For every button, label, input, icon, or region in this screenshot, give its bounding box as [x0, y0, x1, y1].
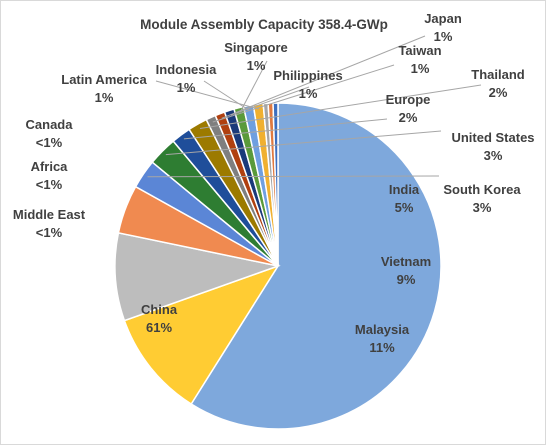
- data-label-name: Japan: [424, 11, 462, 26]
- data-label: Vietnam 9%: [381, 254, 431, 287]
- data-label-name: Taiwan: [398, 43, 441, 58]
- pie-slice-vietnam: [114, 231, 281, 322]
- data-label-name: Malaysia: [355, 322, 410, 337]
- data-label-percent: 9%: [397, 272, 416, 287]
- data-label-percent: 1%: [247, 58, 266, 73]
- data-label-name: India: [389, 182, 420, 197]
- data-label: Japan 1%: [424, 11, 462, 44]
- data-label-percent: 1%: [434, 29, 453, 44]
- data-label-percent: 1%: [411, 61, 430, 76]
- data-label: Taiwan 1%: [398, 43, 441, 76]
- data-label-name: South Korea: [443, 182, 521, 197]
- data-labels: China 61% Malaysia 11% Vietnam 9% India 5% South…: [13, 11, 535, 355]
- chart-title: Module Assembly Capacity 358.4-GWp: [140, 17, 388, 32]
- data-label: Canada <1%: [26, 117, 74, 150]
- data-label: Europe 2%: [386, 92, 431, 125]
- leader-line: [239, 60, 268, 113]
- data-label-name: Middle East: [13, 207, 86, 222]
- data-label: Latin America 1%: [61, 72, 147, 105]
- data-label-percent: 1%: [177, 80, 196, 95]
- data-label-percent: <1%: [36, 177, 63, 192]
- pie-slice-malaysia: [123, 264, 280, 406]
- leader-line: [183, 118, 388, 140]
- data-label: Philippines 1%: [273, 68, 342, 101]
- data-label-percent: 2%: [489, 85, 508, 100]
- leader-line: [212, 64, 395, 123]
- data-label-name: China: [141, 302, 178, 317]
- data-label-name: Philippines: [273, 68, 342, 83]
- data-label-name: Canada: [26, 117, 74, 132]
- data-label: India 5%: [389, 182, 420, 215]
- data-label-name: Latin America: [61, 72, 147, 87]
- data-label-name: Indonesia: [156, 62, 217, 77]
- data-label-name: Singapore: [224, 40, 288, 55]
- pie-slices: [114, 102, 442, 430]
- leader-line: [199, 84, 482, 129]
- data-label: China 61%: [141, 302, 178, 335]
- data-label: Indonesia 1%: [156, 62, 217, 95]
- data-label-percent: <1%: [36, 225, 63, 240]
- data-label-percent: 1%: [95, 90, 114, 105]
- data-label-name: United States: [451, 130, 534, 145]
- leader-lines: [147, 35, 482, 178]
- data-label-percent: 5%: [395, 200, 414, 215]
- pie-slice-china: [190, 102, 442, 430]
- leader-line: [165, 130, 442, 156]
- leader-line: [230, 86, 310, 116]
- data-label-percent: 1%: [299, 86, 318, 101]
- data-label-percent: 2%: [399, 110, 418, 125]
- data-label-percent: 3%: [473, 200, 492, 215]
- data-label: United States 3%: [451, 130, 534, 163]
- leader-line: [221, 35, 426, 119]
- data-label-percent: 61%: [146, 320, 172, 335]
- data-label-name: Europe: [386, 92, 431, 107]
- leader-line: [203, 80, 250, 111]
- leader-line: [155, 80, 260, 110]
- data-label-percent: 11%: [369, 340, 395, 355]
- data-label: Thailand 2%: [471, 67, 525, 100]
- data-label: Middle East <1%: [13, 207, 86, 240]
- data-label-name: Africa: [31, 159, 69, 174]
- leader-line: [147, 175, 440, 178]
- data-label: Singapore 1%: [224, 40, 288, 73]
- data-label-name: Thailand: [471, 67, 525, 82]
- data-label: South Korea 3%: [443, 182, 521, 215]
- data-label: Malaysia 11%: [355, 322, 410, 355]
- data-label-percent: <1%: [36, 135, 63, 150]
- data-label-name: Vietnam: [381, 254, 431, 269]
- data-label-percent: 3%: [484, 148, 503, 163]
- data-label: Africa <1%: [31, 159, 69, 192]
